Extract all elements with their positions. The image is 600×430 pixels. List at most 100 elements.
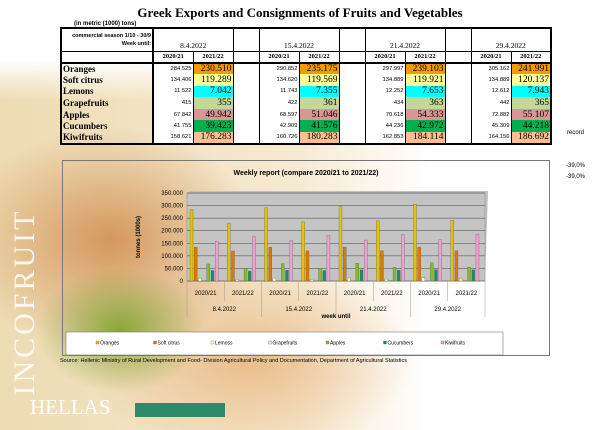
x-tick-label: 2020/21 — [195, 291, 217, 297]
x-tick-label: 2020/21 — [418, 291, 440, 297]
exports-table: commercial season 1/10 - 30/9 Week until:… — [60, 27, 552, 145]
bar-soft-citrus — [194, 247, 198, 282]
value-2021-22: 49.942 — [192, 108, 234, 121]
value-2020-21: 434 — [364, 97, 405, 109]
value-2020-21: 158.621 — [152, 132, 193, 144]
bar-lemoss — [309, 279, 314, 282]
chart-title: Weekly report (compare 2020/21 to 2021/2… — [233, 170, 378, 177]
legend-swatch — [210, 340, 215, 345]
week-header: 8.4.2022 — [152, 28, 234, 52]
legend-label: Cucumbers — [388, 341, 414, 347]
legend-swatch — [325, 340, 330, 345]
value-2021-22: 361 — [298, 97, 340, 109]
value-2020-21: 12.612 — [470, 85, 511, 98]
season-col: 2021/22 — [404, 51, 446, 64]
bar-soft-citrus — [305, 250, 310, 282]
legend-label: Apples — [330, 341, 346, 347]
bar-soft-citrus — [231, 250, 235, 282]
value-2021-22: 239.103 — [404, 62, 446, 75]
value-2020-21: 134.889 — [470, 74, 511, 86]
side-percent: -39,0% — [566, 174, 586, 180]
x-tick-label: 2020/21 — [344, 291, 366, 297]
source-note: Source: Hellenic Ministry of Rural Devel… — [60, 358, 407, 364]
table-row: Oranges 284.525 230.510 290.852 235.175 297.9… — [60, 62, 552, 75]
season-col: 2020/21 — [470, 51, 511, 64]
y-tick-label: 50.000 — [165, 266, 184, 272]
value-2020-21: 72.882 — [470, 108, 511, 121]
bar-kiwifruits — [289, 240, 293, 282]
value-2021-22: 230.510 — [192, 62, 234, 75]
value-2020-21: 70.618 — [364, 108, 405, 121]
bar-lemoss — [272, 277, 277, 282]
legend — [65, 331, 504, 356]
value-2020-21: 44.236 — [364, 120, 405, 133]
value-2020-21: 290.852 — [258, 62, 299, 75]
y-tick-label: 250.000 — [161, 216, 183, 222]
chart-frame — [62, 160, 550, 356]
value-2020-21: 160.726 — [258, 132, 299, 144]
bar-apples — [430, 262, 434, 282]
value-2021-22: 176.283 — [192, 132, 234, 144]
x-group-label: 21.4.2022 — [360, 307, 387, 313]
unit-note: (in metric (1000) tons) — [74, 21, 137, 27]
bar-cucumbers — [285, 270, 289, 282]
value-2021-22: 120.137 — [510, 74, 552, 86]
bar-kiwifruits — [215, 240, 219, 282]
x-group-label: 8.4.2022 — [213, 307, 237, 313]
week-header: 15.4.2022 — [258, 28, 340, 52]
plot-area — [186, 192, 486, 282]
product-label: Soft citrus — [60, 74, 154, 86]
value-2021-22: 39.423 — [192, 120, 234, 133]
product-label: Cucumbers — [60, 120, 154, 133]
bar-oranges — [189, 209, 194, 282]
value-2021-22: 7.943 — [510, 85, 552, 98]
bar-oranges — [376, 220, 380, 282]
x-group-label: 29.4.2022 — [434, 307, 461, 313]
product-label: Kiwifruits — [60, 132, 154, 144]
value-2021-22: 363 — [404, 97, 446, 109]
value-2021-22: 44.218 — [510, 120, 552, 133]
bar-kiwifruits — [252, 236, 256, 282]
table-row: Grapefruits 415 355 422 361 434 363 442 365 — [60, 97, 552, 109]
value-2020-21: 442 — [470, 97, 511, 109]
bar-apples — [467, 266, 471, 282]
legend-swatch — [95, 340, 100, 345]
bar-soft-citrus — [380, 250, 384, 282]
bar-oranges — [301, 221, 305, 282]
season-col: 2020/21 — [364, 51, 405, 64]
table-row: Cucumbers 41.755 39.423 42.909 41.576 44.236 4… — [60, 120, 552, 133]
value-2020-21: 305.162 — [470, 62, 511, 75]
bar-cucumbers — [359, 269, 364, 282]
weekly-report-chart: Weekly report (compare 2020/21 to 2021/2… — [65, 170, 504, 356]
bar-oranges — [338, 205, 343, 282]
product-label: Grapefruits — [60, 97, 154, 109]
value-2020-21: 11.743 — [258, 85, 299, 98]
bar-soft-citrus — [343, 246, 347, 282]
value-2021-22: 42.972 — [404, 120, 446, 133]
value-2020-21: 422 — [258, 97, 299, 109]
bar-soft-citrus — [417, 246, 421, 282]
product-label: Apples — [60, 108, 154, 121]
value-2021-22: 7.653 — [404, 85, 446, 98]
bar-soft-citrus — [454, 250, 459, 282]
season-col: 2021/22 — [192, 51, 234, 64]
bar-cucumbers — [471, 269, 475, 282]
value-2021-22: 355 — [192, 97, 234, 109]
week-header: 29.4.2022 — [470, 28, 552, 52]
bar-apples — [355, 263, 359, 282]
y-axis-label: tonnes (1000s) — [136, 216, 142, 258]
value-2021-22: 365 — [510, 97, 552, 109]
season-header: commercial season 1/10 - 30/9 Week until: — [60, 28, 154, 52]
value-2021-22: 55.107 — [510, 108, 552, 121]
product-label: Oranges — [60, 62, 154, 75]
value-2020-21: 41.755 — [152, 120, 193, 133]
bar-apples — [392, 267, 397, 282]
incofruit-logo: INCOFRUIT — [8, 208, 41, 396]
y-tick-label: 200.000 — [161, 229, 183, 235]
value-2020-21: 134.406 — [152, 74, 193, 86]
value-2020-21: 67.842 — [152, 108, 193, 121]
bar-kiwifruits — [475, 233, 480, 282]
legend-swatch — [268, 340, 272, 345]
bar-kiwifruits — [438, 239, 442, 282]
bar-cucumbers — [434, 269, 438, 282]
